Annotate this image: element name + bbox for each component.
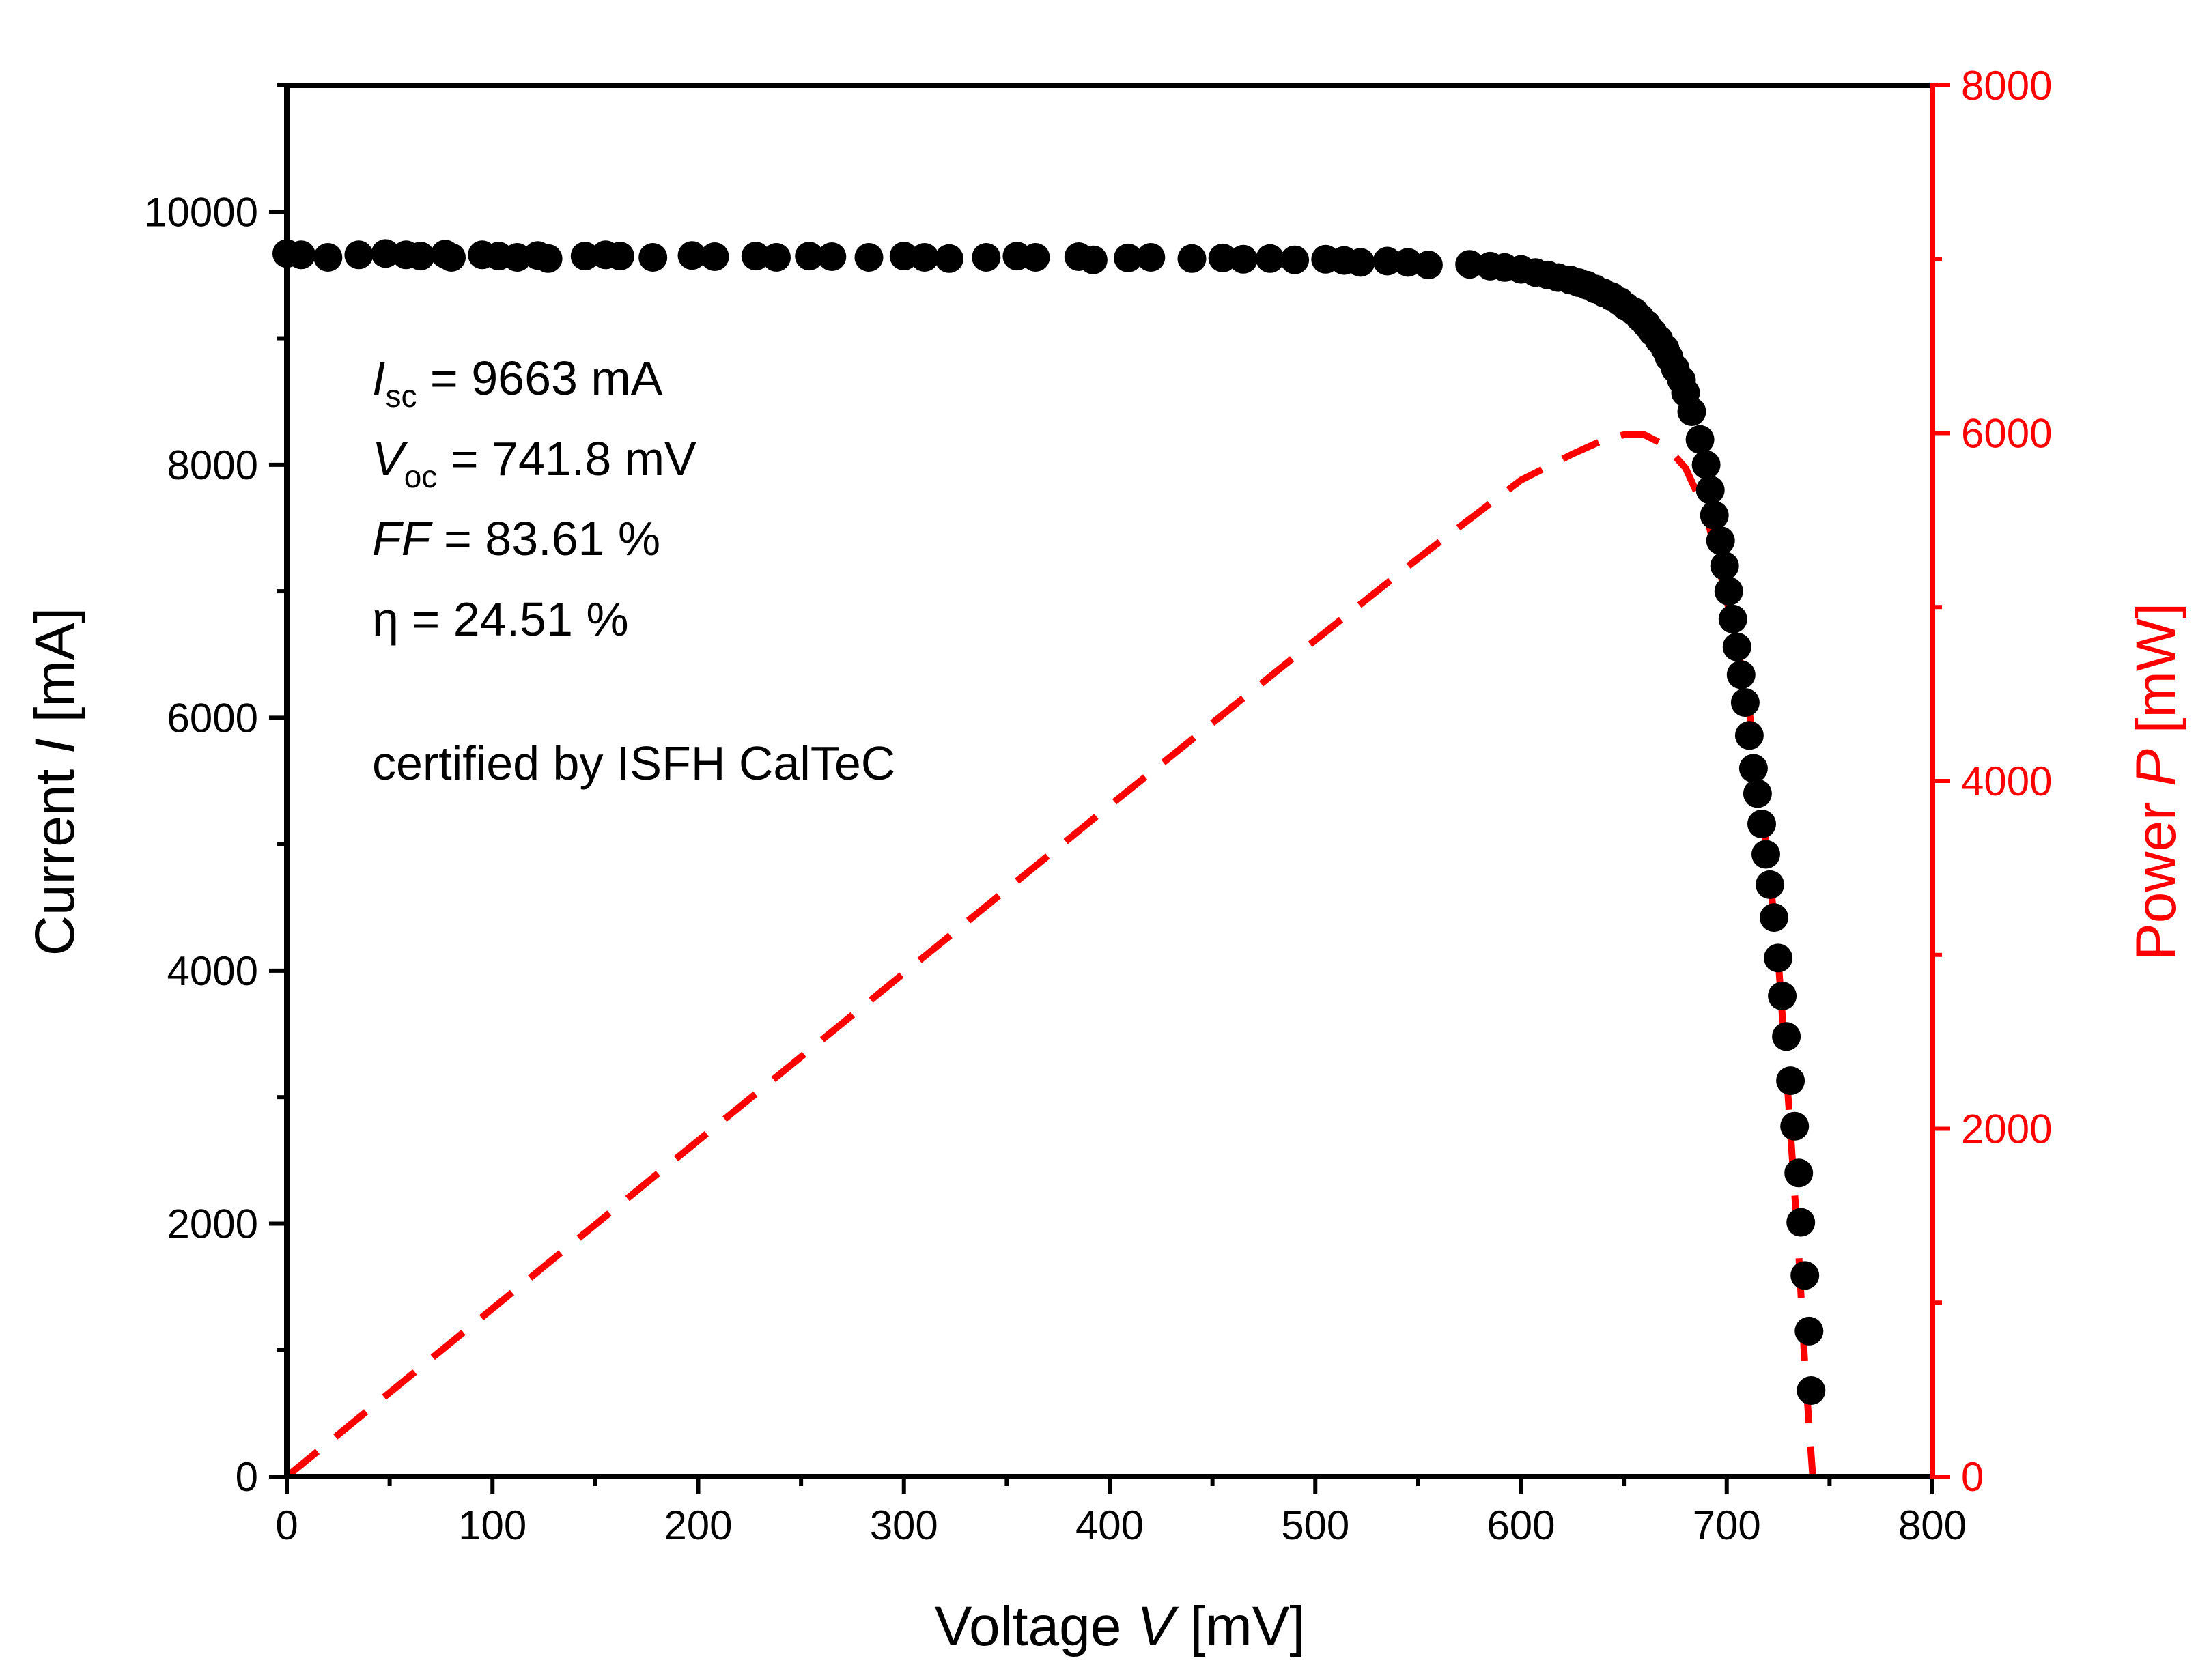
current-point <box>1280 245 1310 274</box>
isc-annotation: Isc = 9663 mA <box>372 352 663 414</box>
current-point <box>371 239 400 268</box>
current-point <box>1691 450 1721 479</box>
current-point <box>1177 244 1207 273</box>
current-point <box>1078 245 1108 274</box>
current-point <box>570 242 600 271</box>
current-point <box>1706 526 1735 555</box>
current-point <box>1346 248 1375 277</box>
x-tick-label: 700 <box>1693 1503 1761 1548</box>
current-point <box>1114 243 1143 272</box>
current-point <box>1764 943 1793 973</box>
current-point <box>406 242 435 271</box>
current-point <box>1677 397 1706 426</box>
current-point <box>503 243 532 272</box>
current-point <box>287 240 316 270</box>
current-point <box>1747 810 1776 838</box>
current-point <box>1256 244 1284 273</box>
current-point <box>1797 1376 1826 1405</box>
left-axis-ticks: 0 2000 4000 6000 8000 10000 <box>144 83 287 1500</box>
y-left-tick-label: 2000 <box>167 1201 258 1247</box>
y-right-tick-label: 0 <box>1961 1454 1984 1500</box>
y-right-tick-label: 6000 <box>1961 411 2052 457</box>
current-point <box>313 243 343 272</box>
current-point <box>1695 475 1725 504</box>
current-point <box>700 242 729 271</box>
current-point <box>1772 1022 1801 1051</box>
x-tick-label: 800 <box>1898 1503 1967 1548</box>
current-point <box>533 244 563 273</box>
y-right-tick-label: 2000 <box>1961 1107 2052 1152</box>
y-left-tick-label: 10000 <box>144 189 258 235</box>
x-tick-label: 0 <box>275 1503 298 1548</box>
current-point <box>1714 577 1743 606</box>
y-left-axis-title: Current I [mA] <box>24 608 86 956</box>
x-tick-label: 100 <box>458 1503 526 1548</box>
y-right-axis-title: Power P [mW] <box>2125 603 2187 960</box>
current-point <box>1768 982 1797 1010</box>
y-right-tick-label: 4000 <box>1961 758 2052 804</box>
current-point <box>1685 425 1715 454</box>
current-point <box>437 243 466 272</box>
current-point <box>1756 870 1784 899</box>
current-point <box>1760 903 1788 932</box>
current-point <box>741 242 770 271</box>
current-point <box>935 244 963 273</box>
current-point <box>1786 1208 1816 1237</box>
x-tick-label: 300 <box>870 1503 938 1548</box>
eta-annotation: η = 24.51 % <box>372 593 629 646</box>
certification-note: certified by ISFH CalTeC <box>372 737 895 790</box>
x-tick-label: 200 <box>664 1503 732 1548</box>
current-point <box>889 242 918 271</box>
current-point <box>972 243 1001 272</box>
x-tick-label: 400 <box>1075 1503 1144 1548</box>
current-point <box>344 240 374 270</box>
current-point <box>910 243 939 272</box>
current-point <box>1738 754 1768 783</box>
current-point <box>1730 688 1760 717</box>
current-point <box>1228 244 1258 274</box>
ff-annotation: FF = 83.61 % <box>372 512 660 565</box>
y-right-tick-label: 8000 <box>1961 63 2052 109</box>
x-tick-label: 500 <box>1281 1503 1349 1548</box>
current-point <box>1455 250 1484 279</box>
current-point <box>1136 243 1166 272</box>
current-point <box>1021 243 1050 272</box>
current-point <box>1784 1158 1814 1188</box>
current-point <box>1208 243 1237 272</box>
current-point <box>1780 1111 1810 1141</box>
y-left-tick-label: 0 <box>236 1454 258 1500</box>
current-point <box>1734 721 1764 750</box>
current-point <box>1743 779 1772 808</box>
current-point <box>1700 500 1729 530</box>
current-point <box>1776 1066 1805 1096</box>
y-left-tick-label: 6000 <box>167 695 258 741</box>
current-point <box>638 243 668 272</box>
current-point <box>1710 552 1739 580</box>
current-point <box>1790 1261 1820 1290</box>
current-point <box>1794 1316 1824 1346</box>
current-point <box>677 241 707 270</box>
x-axis-ticks: 0 100 200 300 400 500 600 700 800 <box>275 1477 1967 1548</box>
x-axis-title: Voltage V [mV] <box>935 1595 1305 1657</box>
x-tick-label: 600 <box>1487 1503 1555 1548</box>
current-point <box>1372 246 1402 276</box>
current-point <box>817 242 847 271</box>
current-point <box>795 242 824 271</box>
current-point <box>1718 604 1747 633</box>
current-point <box>1726 660 1756 689</box>
right-axis-ticks: 0 2000 4000 6000 8000 <box>1932 63 2052 1500</box>
current-point <box>1722 632 1751 661</box>
current-point <box>606 242 634 271</box>
current-point <box>1413 251 1443 280</box>
voc-annotation: Voc = 741.8 mV <box>372 432 696 494</box>
current-point <box>854 243 884 272</box>
y-left-tick-label: 4000 <box>167 948 258 994</box>
current-point <box>762 243 791 272</box>
current-point <box>1751 840 1780 869</box>
current-series <box>272 239 1826 1405</box>
y-left-tick-label: 8000 <box>167 442 258 488</box>
